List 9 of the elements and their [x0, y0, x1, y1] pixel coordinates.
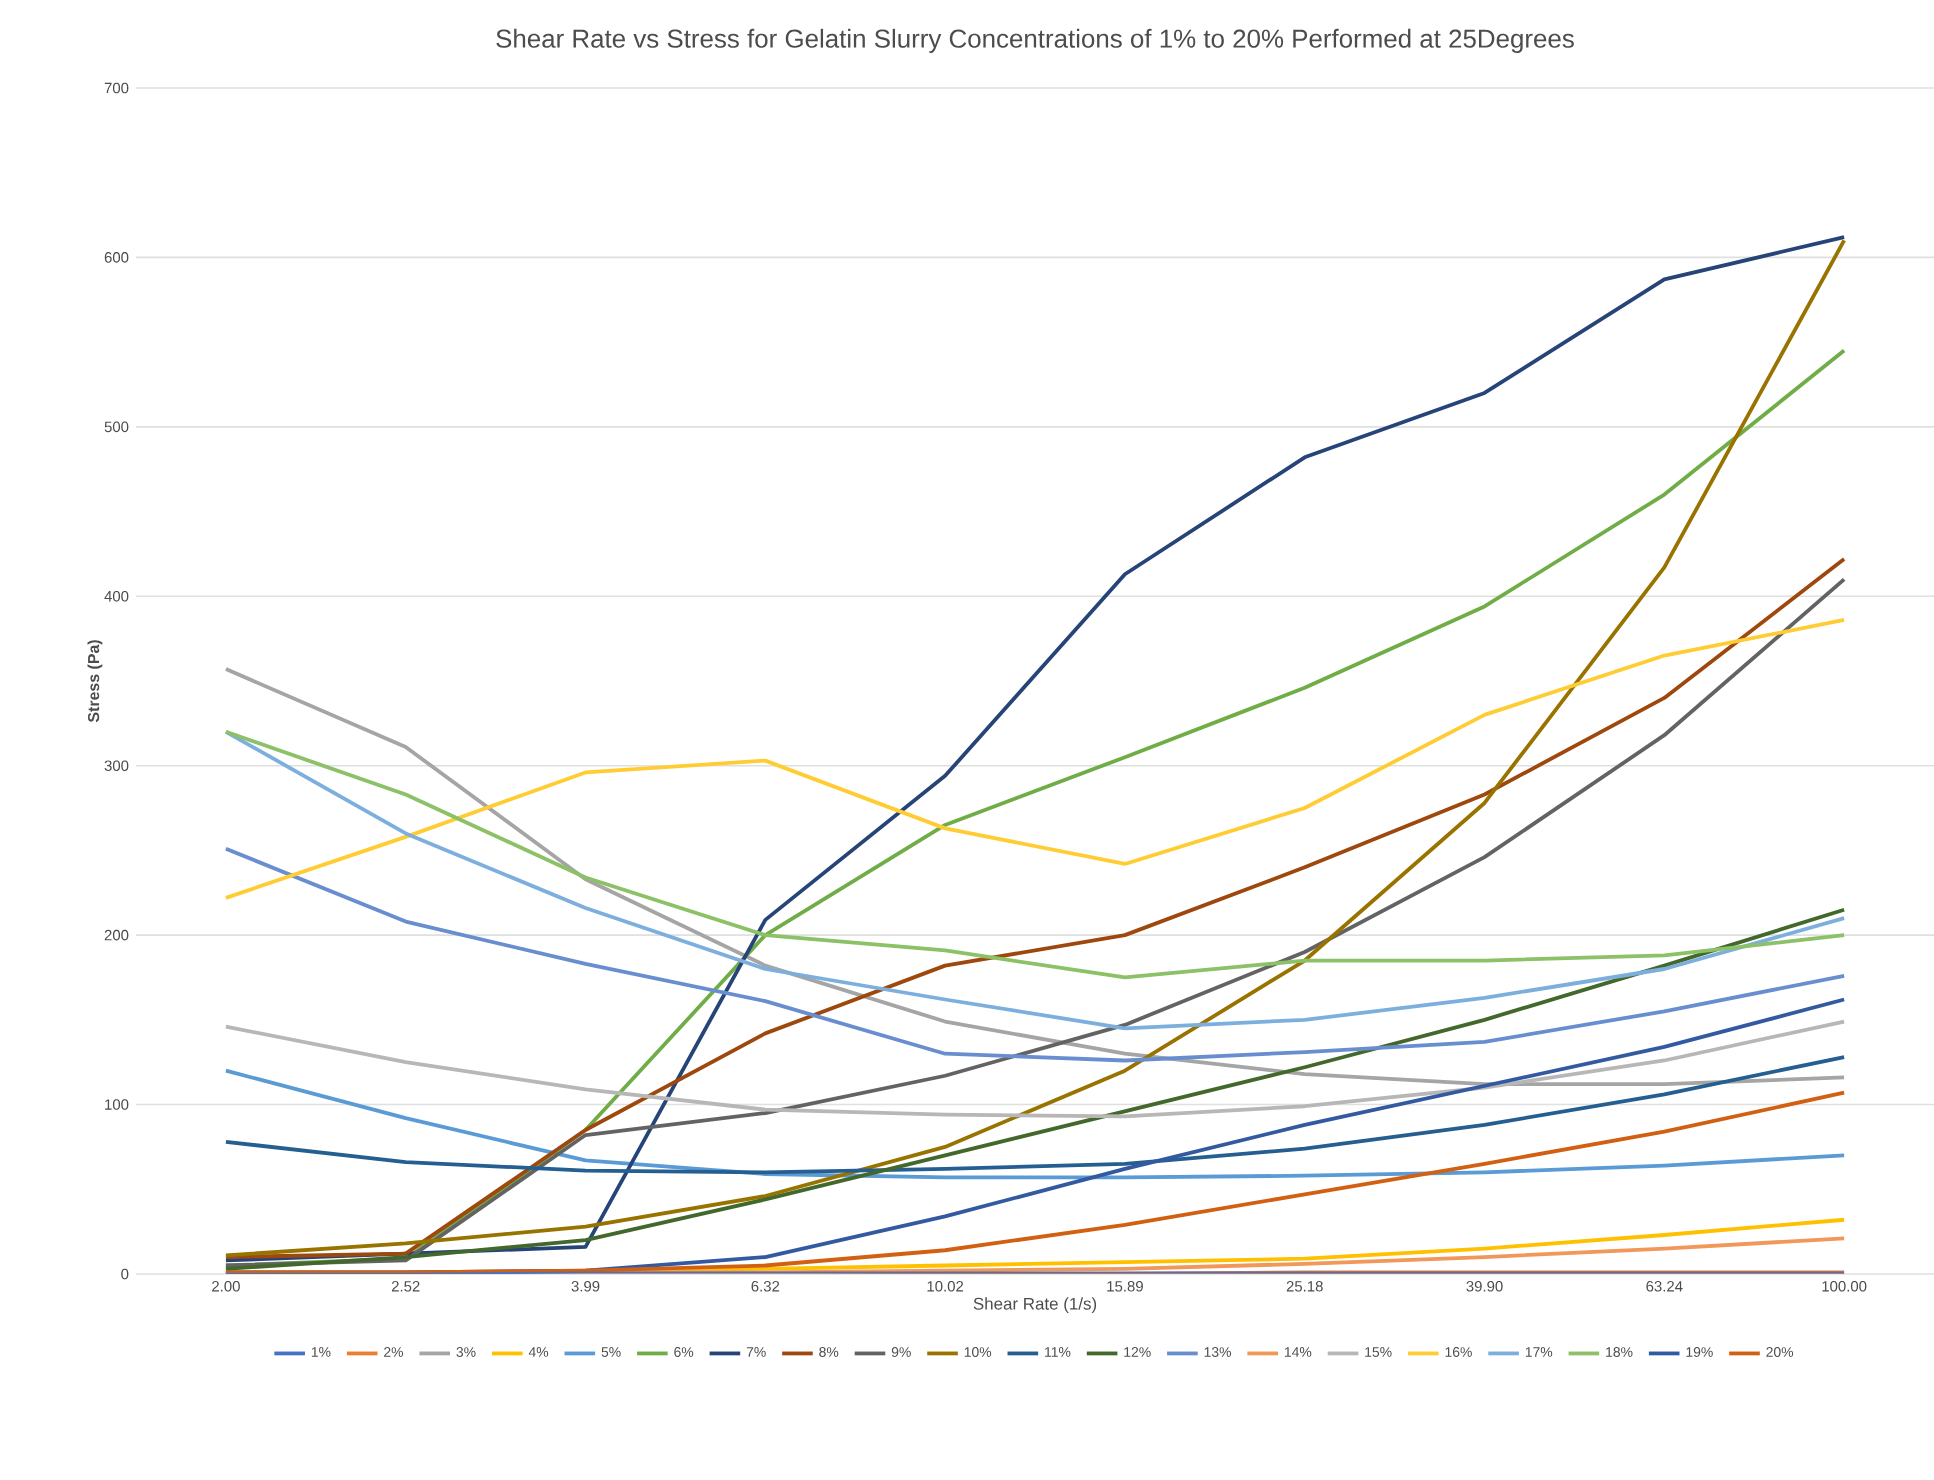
line-series [224, 846, 1847, 1063]
line-series [224, 729, 1847, 980]
line-series [224, 1019, 1847, 1119]
line-series [224, 1090, 1847, 1274]
line-series [224, 729, 1847, 1031]
line-series [224, 667, 1847, 1087]
line-series [224, 618, 1847, 900]
chart-title: Shear Rate vs Stress for Gelatin Slurry Concentrations of 1% to 20% Performed at 25Degrees [496, 28, 1574, 53]
x-axis-title: Shear Rate (1/s) [973, 1297, 1097, 1314]
